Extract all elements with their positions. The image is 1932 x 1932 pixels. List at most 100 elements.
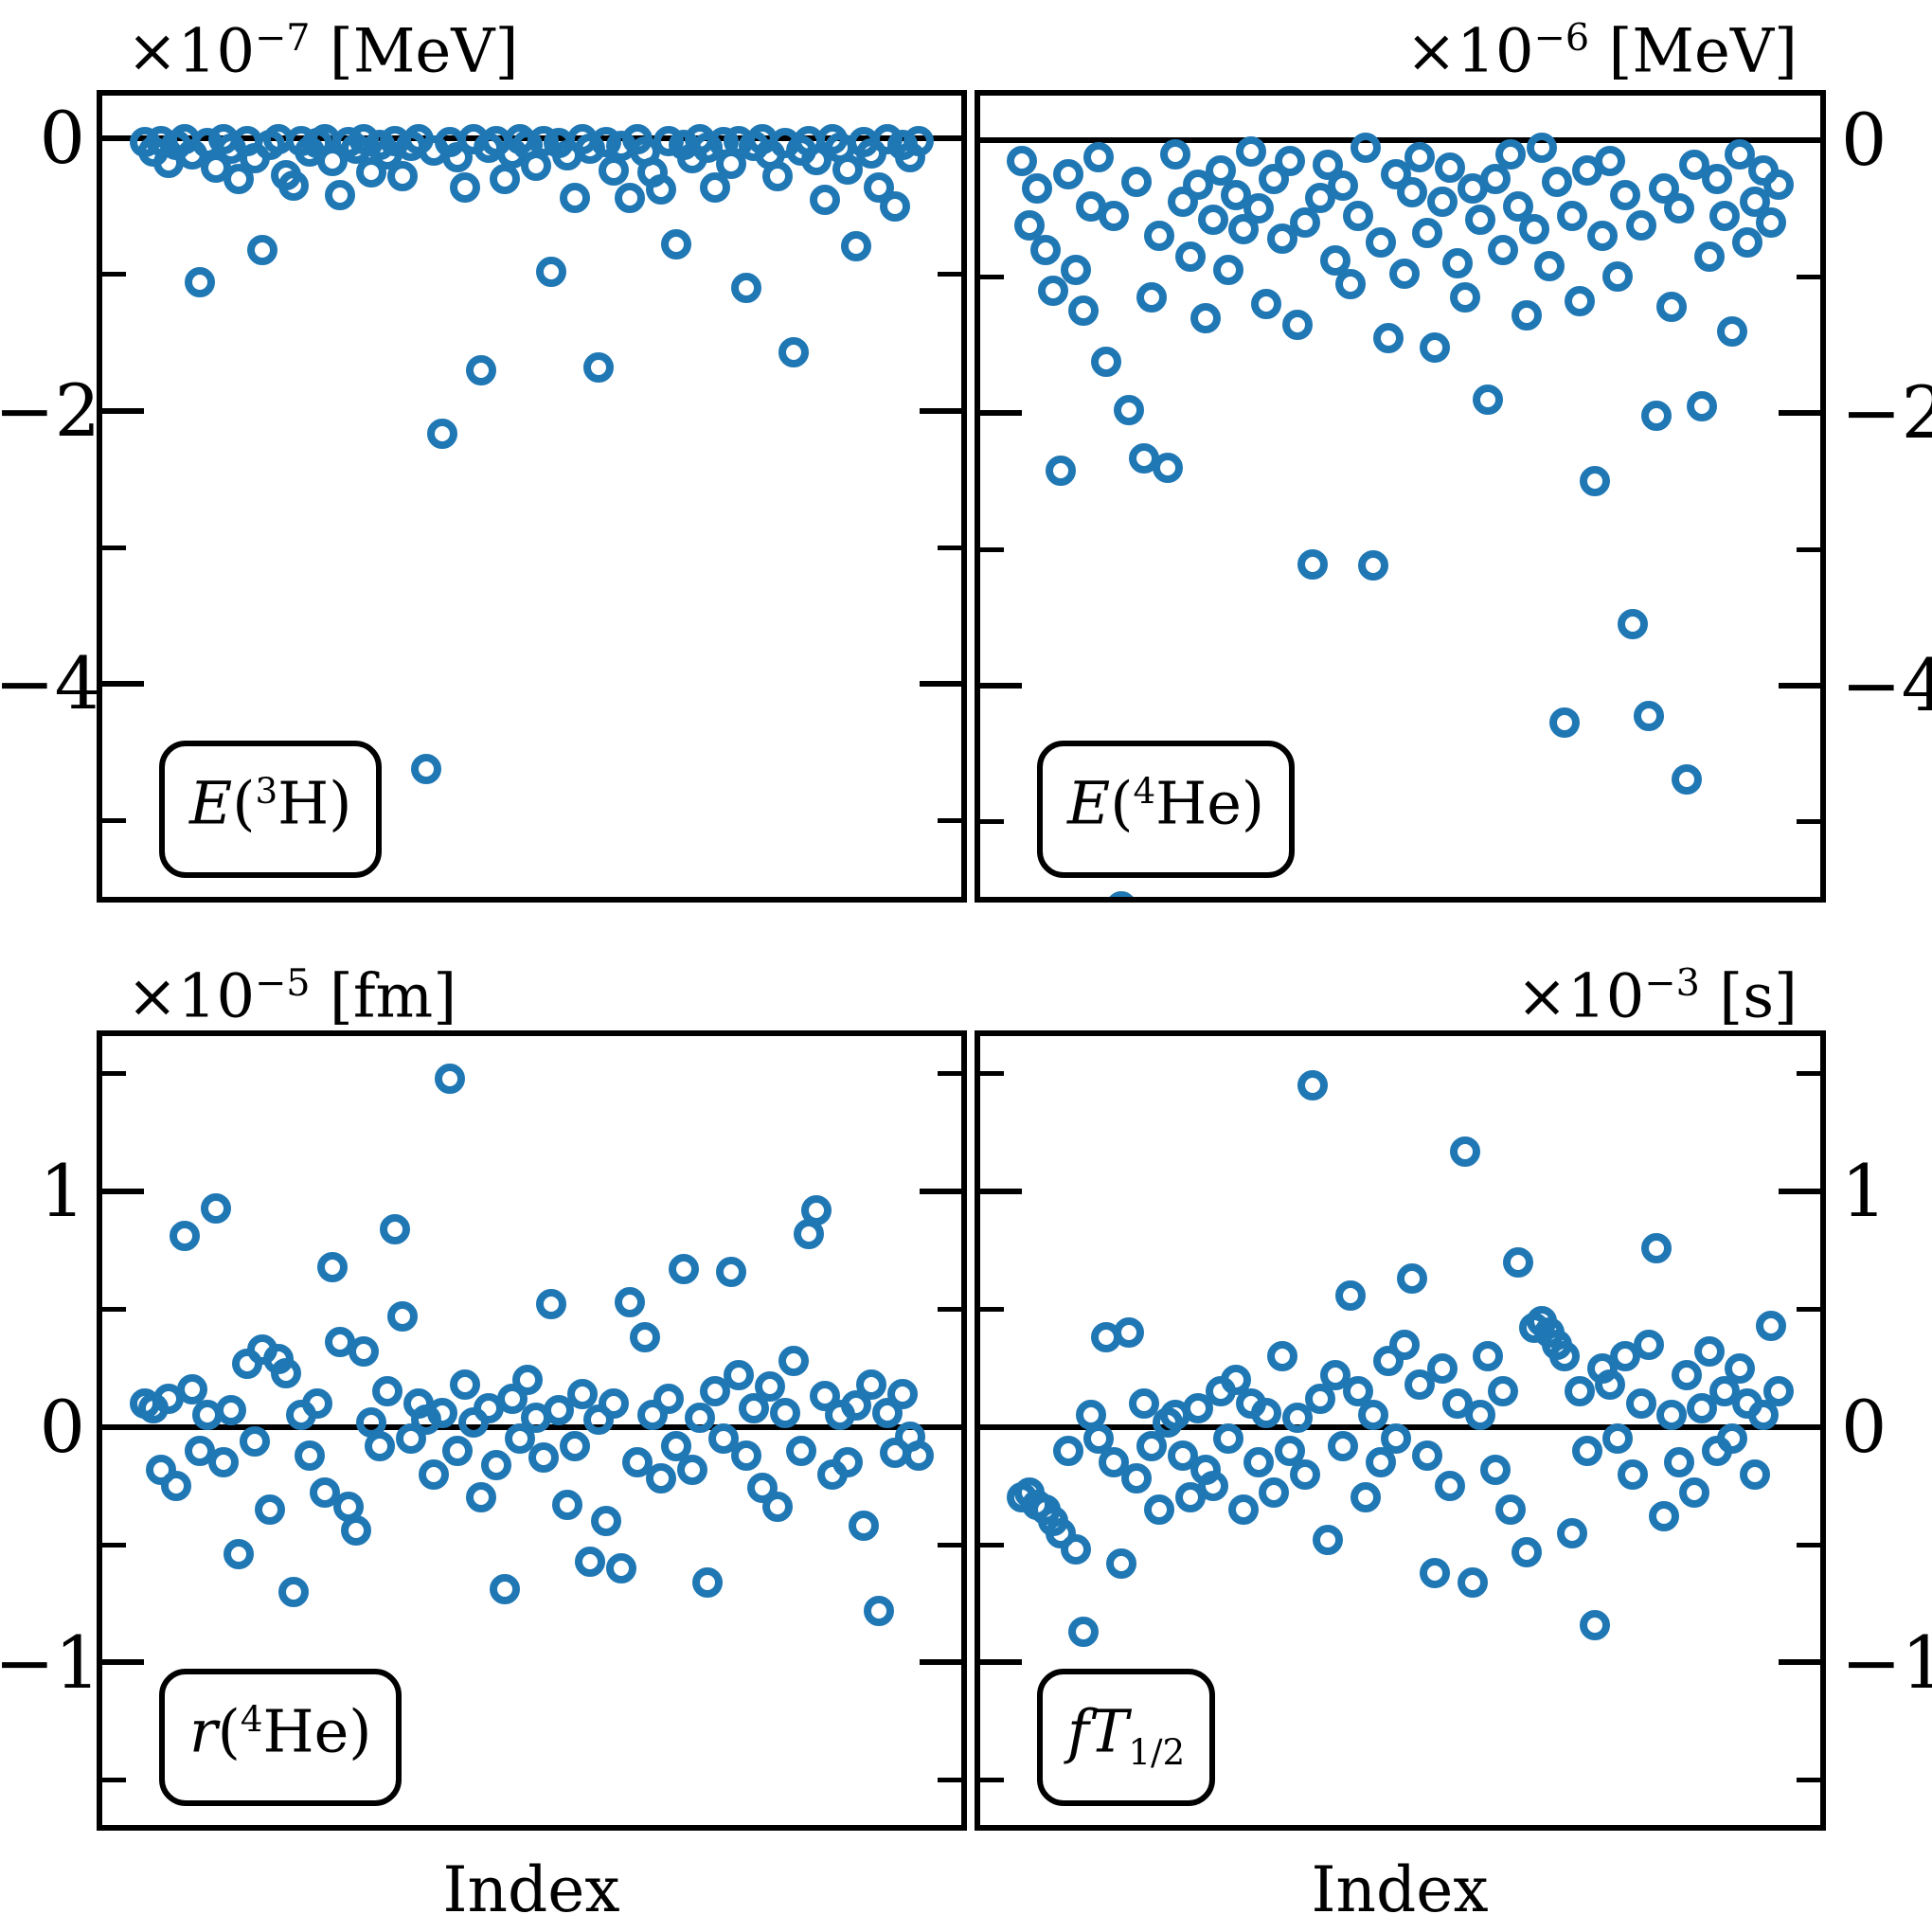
data-point [1556, 200, 1587, 231]
data-point [1694, 1336, 1726, 1368]
data-point [270, 1357, 301, 1388]
data-point [1281, 309, 1313, 340]
data-point [1228, 214, 1260, 244]
data-point [1129, 1387, 1160, 1419]
data-point [692, 1566, 724, 1598]
data-point [1121, 166, 1153, 197]
data-point [903, 125, 934, 156]
data-point [1625, 1387, 1656, 1419]
data-point [1060, 255, 1091, 286]
data-point [1541, 166, 1572, 197]
data-point [1762, 169, 1794, 200]
data-point [1297, 1070, 1328, 1101]
data-point [1495, 1494, 1527, 1525]
data-point [1121, 1463, 1153, 1494]
data-point [216, 1395, 247, 1426]
data-point [1197, 1470, 1228, 1501]
data-point [1106, 891, 1137, 897]
data-point [450, 171, 481, 203]
minor-tick [1797, 274, 1820, 279]
data-point [1281, 1402, 1313, 1433]
data-point [1411, 1440, 1442, 1471]
x-axis-label: Index [442, 1853, 620, 1926]
data-point [317, 1251, 349, 1282]
ytick-label: 0 [1841, 1385, 1887, 1469]
data-point [1091, 346, 1122, 377]
offset-title-ft12: ×10−3 [s] [1516, 943, 1798, 1036]
data-point [1136, 281, 1168, 313]
data-point [1251, 1397, 1282, 1428]
major-tick [102, 1659, 144, 1666]
data-point [637, 1400, 669, 1431]
data-point [1564, 286, 1595, 317]
data-point [1343, 200, 1374, 231]
data-point [278, 170, 309, 202]
data-point [1243, 193, 1275, 224]
data-point [1640, 401, 1672, 432]
data-point [864, 171, 895, 203]
major-tick [980, 1659, 1022, 1666]
label-mass-number: 4 [240, 1697, 263, 1740]
data-point [1182, 169, 1213, 200]
data-point [224, 1539, 255, 1570]
data-point [1426, 187, 1458, 218]
data-point [1755, 1310, 1786, 1341]
data-point [1747, 1400, 1779, 1431]
data-point [1762, 1376, 1794, 1407]
label-symbol: r [189, 1696, 218, 1766]
data-point [1671, 1360, 1702, 1391]
data-point [1259, 163, 1290, 194]
offset-unit: [MeV] [1589, 16, 1798, 87]
data-point [630, 1322, 661, 1353]
data-point [317, 146, 349, 177]
data-point [1587, 221, 1619, 252]
data-point [255, 1494, 286, 1525]
data-point [645, 1463, 676, 1494]
major-tick [102, 1423, 144, 1430]
data-point [1052, 1435, 1083, 1466]
data-point [1678, 1477, 1709, 1509]
data-point [1663, 1447, 1694, 1478]
data-point [1335, 268, 1367, 299]
data-point [1304, 1383, 1335, 1414]
minor-tick [980, 819, 1004, 825]
data-point [684, 1402, 715, 1433]
data-point [1067, 1617, 1099, 1648]
data-point [1358, 550, 1389, 581]
data-point [1480, 163, 1512, 194]
data-point [1037, 275, 1068, 306]
minor-tick [1797, 546, 1820, 552]
major-tick [1779, 1423, 1820, 1430]
data-point [1319, 1360, 1351, 1391]
offset-exponent: −7 [255, 16, 311, 60]
data-point [1297, 548, 1328, 580]
minor-tick [938, 1071, 961, 1077]
data-point [340, 1515, 371, 1547]
major-tick [1779, 682, 1820, 689]
data-point [528, 1442, 559, 1474]
data-point [1480, 1454, 1512, 1485]
offset-title-e4he: ×10−6 [MeV] [1406, 0, 1798, 91]
data-point [1687, 1392, 1717, 1423]
data-point [746, 1473, 778, 1504]
major-tick [920, 1189, 961, 1195]
data-point [739, 1392, 770, 1423]
data-point [1503, 1246, 1534, 1278]
data-point [1106, 1547, 1137, 1579]
data-point [661, 229, 692, 260]
data-point [1289, 206, 1320, 238]
data-point [1488, 234, 1519, 265]
data-point [294, 1440, 325, 1471]
data-point [301, 1387, 332, 1419]
offset-title-r4he: ×10−5 [fm] [127, 943, 456, 1036]
ytick-label: −2 [1841, 370, 1932, 455]
data-point [1022, 172, 1053, 204]
data-point [707, 1423, 739, 1455]
data-point [1014, 209, 1046, 241]
x-axis-label: Index [1311, 1853, 1489, 1926]
data-point [599, 1387, 630, 1419]
data-point [1167, 187, 1198, 218]
data-point [1717, 1423, 1748, 1455]
data-point [785, 1435, 816, 1466]
data-point [590, 1506, 621, 1537]
